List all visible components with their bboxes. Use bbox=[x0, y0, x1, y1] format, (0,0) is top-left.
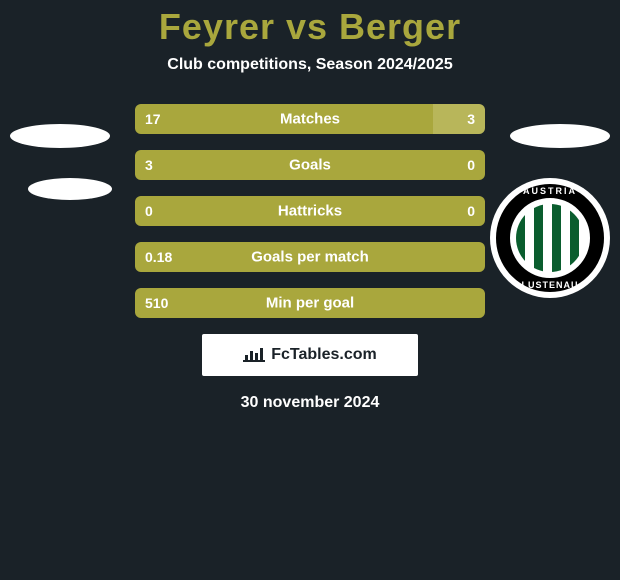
player-left-ellipse-1 bbox=[10, 124, 110, 148]
comparison-card: Feyrer vs Berger Club competitions, Seas… bbox=[0, 0, 620, 580]
bar-label: Goals bbox=[289, 157, 331, 174]
bar-right-value: 0 bbox=[467, 157, 475, 173]
bar-row: 0.18 Goals per match bbox=[135, 242, 485, 272]
bar-left-value: 510 bbox=[145, 295, 168, 311]
footer-brand-text: FcTables.com bbox=[271, 346, 377, 364]
footer-brand-box[interactable]: FcTables.com bbox=[202, 334, 418, 376]
page-title: Feyrer vs Berger bbox=[0, 6, 620, 48]
date-text: 30 november 2024 bbox=[0, 394, 620, 412]
badge-outer: AUSTRIA LUSTENAU bbox=[490, 178, 610, 298]
bar-label: Hattricks bbox=[278, 203, 342, 220]
bar-right-value: 3 bbox=[467, 111, 475, 127]
bar-right-value: 0 bbox=[467, 203, 475, 219]
bar-row: 0 0 Hattricks bbox=[135, 196, 485, 226]
badge-text-bottom: LUSTENAU bbox=[522, 280, 579, 290]
bar-row: 3 0 Goals bbox=[135, 150, 485, 180]
bar-right-segment: 3 bbox=[433, 104, 486, 134]
bar-label: Min per goal bbox=[266, 295, 354, 312]
player-right-ellipse bbox=[510, 124, 610, 148]
badge-text-top: AUSTRIA bbox=[523, 186, 577, 196]
bar-left-value: 0.18 bbox=[145, 249, 172, 265]
bar-row: 510 Min per goal bbox=[135, 288, 485, 318]
bar-left-value: 3 bbox=[145, 157, 153, 173]
subtitle: Club competitions, Season 2024/2025 bbox=[0, 56, 620, 74]
club-badge: AUSTRIA LUSTENAU bbox=[490, 178, 610, 298]
comparison-bars: 17 3 Matches 3 0 Goals 0 0 Hattricks 0.18 Goals pe… bbox=[135, 104, 485, 318]
chart-icon bbox=[243, 346, 265, 364]
bar-label: Matches bbox=[280, 111, 340, 128]
bar-label: Goals per match bbox=[251, 249, 369, 266]
bar-left-value: 0 bbox=[145, 203, 153, 219]
bar-left-value: 17 bbox=[145, 111, 161, 127]
badge-stripes bbox=[516, 204, 584, 272]
bar-row: 17 3 Matches bbox=[135, 104, 485, 134]
player-left-ellipse-2 bbox=[28, 178, 112, 200]
